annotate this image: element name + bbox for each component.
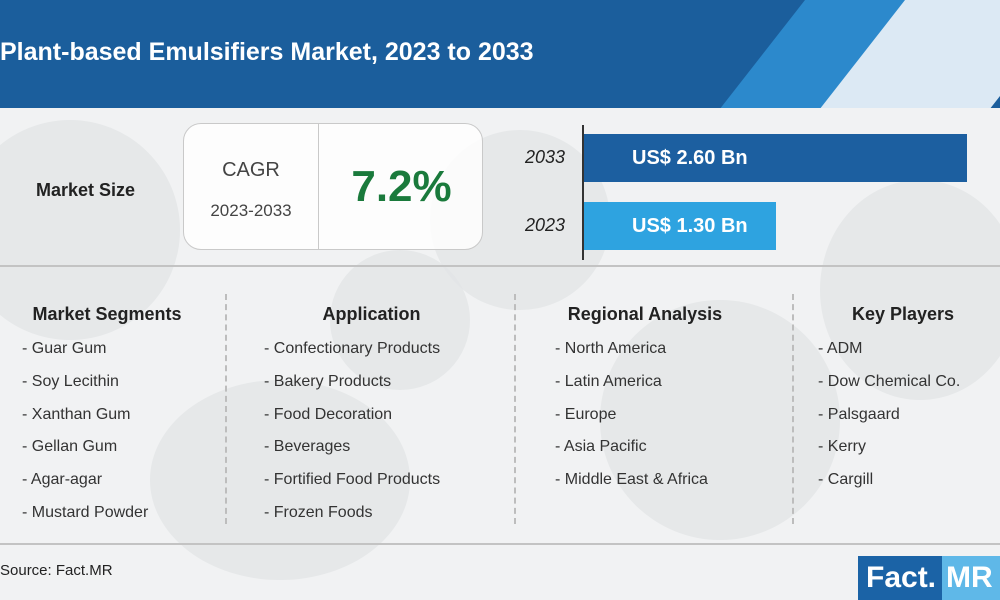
- list-item: Soy Lecithin: [22, 366, 192, 399]
- key-players-heading: Key Players: [851, 304, 955, 324]
- list-item: Fortified Food Products: [264, 464, 479, 497]
- logo-text-mr: MR: [942, 556, 1000, 600]
- bar-value-label: US$ 2.60 Bn: [632, 146, 748, 169]
- list-item: Mustard Powder: [22, 497, 192, 530]
- list-item: Frozen Foods: [264, 497, 479, 530]
- list-item: Beverages: [264, 431, 479, 464]
- cagr-box: CAGR 2023-2033 7.2%: [183, 123, 483, 250]
- regional-analysis-column: Regional Analysis North AmericaLatin Ame…: [555, 304, 735, 497]
- list-item: Gellan Gum: [22, 431, 192, 464]
- list-item: Guar Gum: [22, 333, 192, 366]
- market-segments-heading: Market Segments: [32, 304, 182, 324]
- list-item: Latin America: [555, 366, 735, 399]
- application-list: Confectionary ProductsBakery ProductsFoo…: [264, 333, 479, 530]
- logo-text-fact: Fact.: [858, 556, 943, 600]
- divider-bottom: [0, 543, 1000, 545]
- list-item: Palsgaard: [818, 399, 988, 432]
- regional-analysis-heading: Regional Analysis: [567, 304, 723, 324]
- list-item: Bakery Products: [264, 366, 479, 399]
- header-banner: Plant-based Emulsifiers Market, 2023 to …: [0, 0, 1000, 108]
- column-divider: [225, 294, 227, 524]
- application-heading: Application: [322, 304, 421, 324]
- bar: US$ 2.60 Bn: [584, 134, 967, 182]
- list-item: Food Decoration: [264, 399, 479, 432]
- key-players-list: ADMDow Chemical Co.PalsgaardKerryCargill: [818, 333, 988, 497]
- list-item: Dow Chemical Co.: [818, 366, 988, 399]
- list-item: Confectionary Products: [264, 333, 479, 366]
- bar-value-label: US$ 1.30 Bn: [632, 214, 748, 237]
- list-item: Agar-agar: [22, 464, 192, 497]
- market-segments-column: Market Segments Guar GumSoy LecithinXant…: [22, 304, 192, 530]
- page-title: Plant-based Emulsifiers Market, 2023 to …: [0, 38, 534, 66]
- bar-year-label: 2023: [525, 215, 566, 235]
- list-item: Kerry: [818, 431, 988, 464]
- market-segments-list: Guar GumSoy LecithinXanthan GumGellan Gu…: [22, 333, 192, 530]
- column-divider: [514, 294, 516, 524]
- cagr-value: 7.2%: [351, 162, 452, 211]
- column-divider: [792, 294, 794, 524]
- cagr-divider: [318, 124, 319, 249]
- cagr-label: CAGR: [222, 159, 280, 181]
- list-item: ADM: [818, 333, 988, 366]
- market-size-label: Market Size: [36, 180, 136, 200]
- bar: US$ 1.30 Bn: [584, 202, 776, 250]
- list-item: North America: [555, 333, 735, 366]
- bar-year-label: 2033: [525, 147, 566, 167]
- factmr-logo: Fact. MR: [858, 556, 1000, 600]
- chart-axis-line: [582, 125, 584, 260]
- list-item: Europe: [555, 399, 735, 432]
- divider-top: [0, 265, 1000, 267]
- list-item: Xanthan Gum: [22, 399, 192, 432]
- source-note: Source: Fact.MR: [0, 562, 113, 579]
- key-players-column: Key Players ADMDow Chemical Co.Palsgaard…: [818, 304, 988, 497]
- application-column: Application Confectionary ProductsBakery…: [264, 304, 479, 530]
- cagr-period: 2023-2033: [210, 201, 292, 220]
- list-item: Middle East & Africa: [555, 464, 735, 497]
- list-item: Cargill: [818, 464, 988, 497]
- market-size-bar-chart: 2033 US$ 2.60 Bn 2023 US$ 1.30 Bn: [510, 120, 1000, 270]
- list-item: Asia Pacific: [555, 431, 735, 464]
- regional-analysis-list: North AmericaLatin AmericaEuropeAsia Pac…: [555, 333, 735, 497]
